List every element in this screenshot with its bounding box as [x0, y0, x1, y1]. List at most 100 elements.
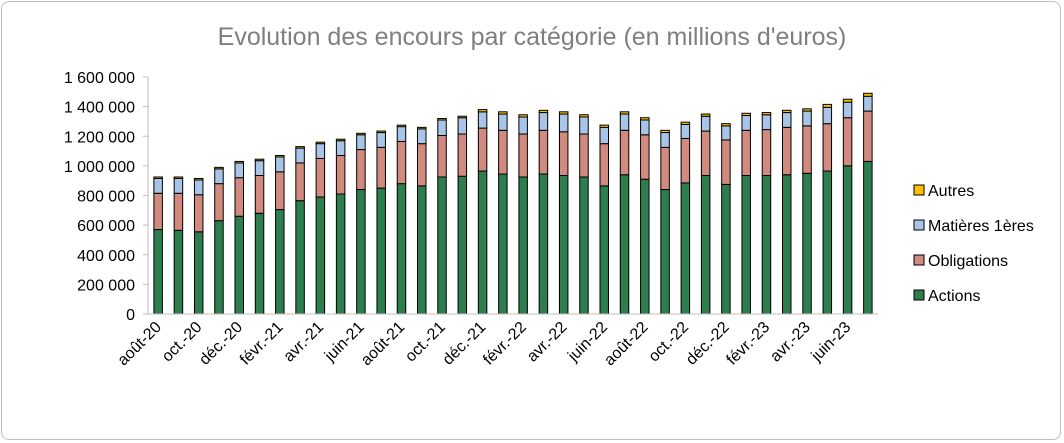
bar-segment	[193, 194, 204, 233]
bar-segment	[619, 174, 630, 315]
bar-segment	[721, 139, 731, 185]
bar-segment	[457, 133, 468, 177]
bar-segment	[214, 168, 224, 185]
legend-label[interactable]: Matières 1ères	[928, 218, 1034, 235]
bar-segment	[599, 124, 609, 128]
bar-segment	[579, 133, 589, 178]
bar-segment	[538, 109, 549, 114]
bar-segment	[477, 127, 488, 172]
bar-segment	[741, 175, 751, 315]
y-tick-label: 400 000	[77, 248, 135, 265]
bar-segment	[518, 176, 528, 315]
bar-segment	[295, 162, 305, 202]
bar-segment	[153, 229, 163, 315]
bar-segment	[153, 176, 163, 179]
y-tick-label: 1 400 000	[64, 100, 135, 117]
bar-segment	[842, 165, 853, 315]
bar-segment	[599, 126, 609, 145]
bar-segment	[457, 117, 468, 135]
bar-segment	[396, 126, 407, 142]
y-tick-label: 200 000	[77, 277, 135, 294]
bar-segment	[498, 113, 508, 131]
bar-segment	[295, 200, 305, 315]
x-tick-label: avr.-21	[281, 319, 328, 366]
bar-segment	[214, 220, 224, 315]
bar-segment	[457, 115, 468, 119]
legend-swatch[interactable]	[913, 289, 925, 301]
bar-segment	[538, 129, 549, 175]
bar-segment	[579, 114, 589, 118]
bar-segment	[315, 157, 326, 198]
bar-segment	[376, 187, 386, 315]
y-tick-label: 1 600 000	[64, 70, 135, 87]
bar-segment	[558, 131, 569, 177]
bar-segment	[295, 147, 305, 164]
bar-segment	[782, 126, 792, 176]
bar-segment	[275, 171, 285, 211]
legend-label[interactable]: Obligations	[928, 253, 1008, 270]
legend-label[interactable]: Autres	[928, 183, 974, 200]
bar-segment	[254, 158, 265, 162]
x-tick-label: févr.-23	[724, 319, 774, 369]
bar-segment	[417, 143, 427, 187]
x-tick-label: déc.-22	[683, 319, 733, 369]
bar-segment	[356, 132, 366, 136]
x-tick-label: août-22	[601, 319, 651, 369]
legend-swatch[interactable]	[913, 184, 925, 196]
bar-segment	[822, 106, 833, 125]
bar-segment	[315, 141, 326, 145]
bar-segment	[153, 177, 163, 194]
bar-segment	[275, 156, 285, 173]
legend-swatch[interactable]	[913, 254, 925, 266]
y-tick-label: 800 000	[77, 189, 135, 206]
bar-segment	[640, 178, 650, 315]
bar-segment	[640, 117, 650, 121]
x-tick-label: févr.-21	[237, 319, 287, 369]
bar-segment	[863, 110, 873, 162]
y-tick-label: 1 200 000	[64, 129, 135, 146]
bar-segment	[437, 176, 447, 315]
legend-swatch[interactable]	[913, 219, 925, 231]
bar-segment	[700, 113, 711, 117]
bar-segment	[335, 155, 346, 195]
bar-segment	[254, 212, 265, 315]
bar-segment	[214, 183, 224, 222]
legend[interactable]: Autres Matières 1ères Obligations Actions	[913, 183, 1034, 305]
bar-segment	[741, 115, 751, 131]
bar-segment	[295, 146, 305, 149]
bars	[153, 92, 873, 315]
bar-segment	[680, 182, 691, 315]
x-axis: août-20oct.-20déc.-20févr.-21avr.-21juin…	[115, 313, 878, 369]
bar-segment	[761, 114, 772, 131]
bar-segment	[538, 112, 549, 131]
bar-segment	[640, 134, 650, 180]
bar-segment	[802, 110, 812, 127]
bar-segment	[173, 176, 184, 179]
legend-label[interactable]: Actions	[928, 288, 980, 305]
bar-segment	[782, 112, 792, 128]
bar-segment	[579, 116, 589, 135]
x-tick-label: févr.-22	[480, 319, 530, 369]
bar-segment	[275, 155, 285, 158]
bar-segment	[498, 111, 508, 115]
bar-segment	[842, 98, 853, 103]
bar-segment	[802, 125, 812, 174]
bar-segment	[214, 166, 224, 170]
bar-segment	[660, 132, 670, 148]
bar-segment	[863, 95, 873, 112]
bar-segment	[376, 130, 386, 134]
bar-segment	[396, 140, 407, 185]
bar-segment	[842, 101, 853, 119]
x-tick-label: déc.-21	[440, 319, 490, 369]
bar-segment	[579, 176, 589, 315]
bar-segment	[153, 192, 163, 231]
bar-segment	[173, 177, 184, 194]
bar-segment	[558, 175, 569, 315]
bar-segment	[700, 115, 711, 132]
bar-segment	[417, 126, 427, 130]
bar-segment	[802, 172, 812, 315]
bar-segment	[518, 116, 528, 135]
bar-segment	[477, 109, 488, 113]
bar-segment	[254, 160, 265, 177]
